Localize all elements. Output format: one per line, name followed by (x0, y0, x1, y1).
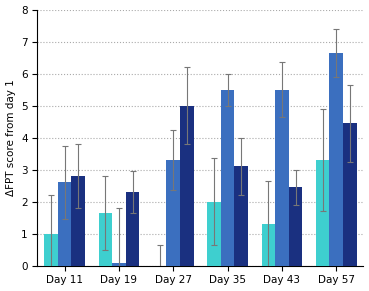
Bar (58, 182, 72, 266)
Bar (289, 187, 302, 266)
Bar (72, 176, 85, 266)
Bar (44, 234, 58, 266)
Bar (207, 202, 221, 266)
Bar (262, 224, 275, 266)
Bar (316, 160, 330, 266)
Bar (99, 213, 112, 266)
Bar (126, 192, 139, 266)
Bar (166, 160, 180, 266)
Bar (234, 166, 248, 266)
Y-axis label: ΔFPT score from day 1: ΔFPT score from day 1 (6, 79, 15, 196)
Bar (275, 90, 289, 266)
Bar (221, 90, 234, 266)
Bar (330, 53, 343, 266)
Bar (112, 262, 126, 266)
Bar (343, 123, 357, 266)
Bar (180, 106, 194, 266)
